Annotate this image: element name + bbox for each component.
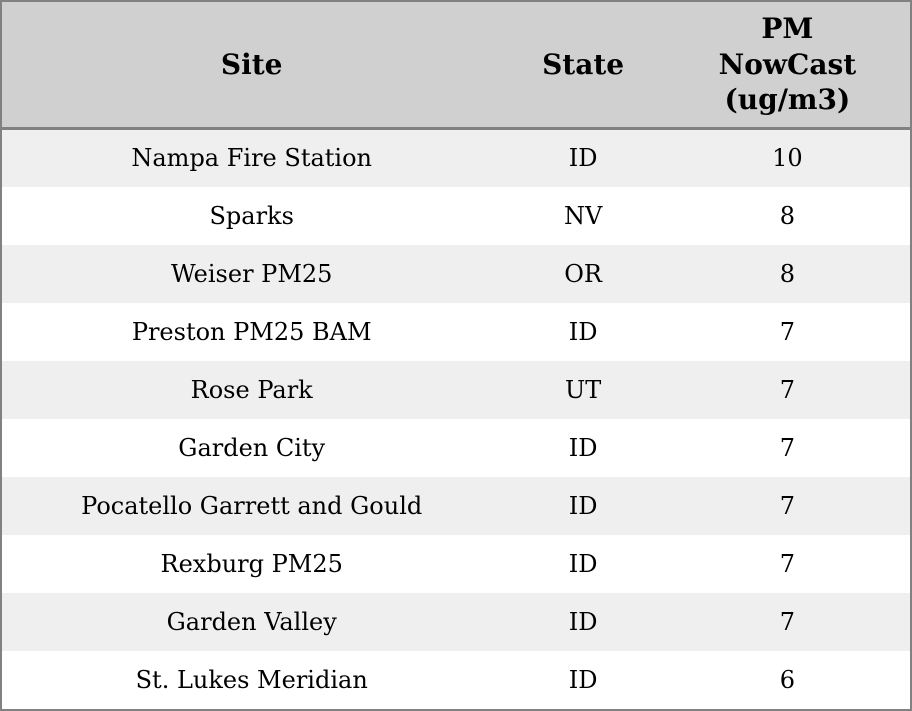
cell-pm-nowcast: 7	[779, 433, 796, 462]
cell-state: ID	[568, 607, 598, 636]
cell-state: ID	[568, 549, 598, 578]
column-header-state: State	[501, 2, 665, 130]
cell-state: ID	[568, 665, 598, 694]
table-row: Nampa Fire Station ID 10	[2, 128, 910, 187]
cell-state: NV	[563, 201, 603, 230]
cell-pm-nowcast: 6	[779, 665, 796, 694]
table-row: Pocatello Garrett and Gould ID 7	[2, 476, 910, 535]
table-row: Weiser PM25 OR 8	[2, 244, 910, 303]
cell-pm-nowcast: 7	[779, 607, 796, 636]
table-header: Site State PM NowCast (ug/m3)	[2, 2, 910, 130]
cell-state: ID	[568, 433, 598, 462]
cell-pm-nowcast: 7	[779, 375, 796, 404]
cell-pm-nowcast: 7	[779, 491, 796, 520]
column-header-pm-nowcast: PM NowCast (ug/m3)	[664, 2, 910, 130]
cell-state: ID	[568, 491, 598, 520]
column-header-site-label: Site	[220, 47, 283, 81]
table-row: Preston PM25 BAM ID 7	[2, 302, 910, 361]
cell-site: St. Lukes Meridian	[135, 665, 368, 694]
cell-site: Preston PM25 BAM	[131, 317, 372, 346]
table-row: Garden Valley ID 7	[2, 592, 910, 651]
table-row: Sparks NV 8	[2, 186, 910, 245]
cell-pm-nowcast: 7	[779, 317, 796, 346]
cell-state: UT	[564, 375, 602, 404]
table-body: Nampa Fire Station ID 10 Sparks NV 8 Weiser PM…	[2, 128, 910, 709]
cell-site: Nampa Fire Station	[131, 144, 372, 173]
cell-state: ID	[568, 144, 598, 173]
cell-site: Rose Park	[190, 375, 313, 404]
table-header-row: Site State PM NowCast (ug/m3)	[2, 2, 910, 130]
table-row: Rexburg PM25 ID 7	[2, 534, 910, 593]
column-header-site: Site	[2, 2, 502, 130]
cell-pm-nowcast: 10	[772, 144, 803, 173]
cell-site: Pocatello Garrett and Gould	[81, 491, 423, 520]
cell-site: Garden City	[178, 433, 326, 462]
cell-site: Sparks	[209, 201, 294, 230]
column-header-pm-nowcast-label: PM NowCast (ug/m3)	[718, 11, 857, 117]
table-row: Garden City ID 7	[2, 418, 910, 477]
cell-pm-nowcast: 7	[779, 549, 796, 578]
cell-pm-nowcast: 8	[779, 259, 796, 288]
table-row: St. Lukes Meridian ID 6	[2, 650, 910, 709]
cell-site: Garden Valley	[166, 607, 337, 636]
cell-site: Weiser PM25	[170, 259, 333, 288]
column-header-state-label: State	[542, 47, 625, 81]
cell-state: OR	[564, 259, 602, 288]
cell-pm-nowcast: 8	[779, 201, 796, 230]
cell-site: Rexburg PM25	[160, 549, 343, 578]
table-row: Rose Park UT 7	[2, 360, 910, 419]
cell-state: ID	[568, 317, 598, 346]
